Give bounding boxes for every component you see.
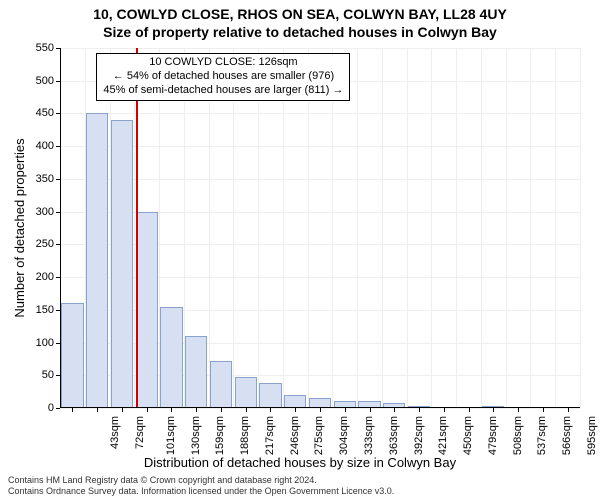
x-tick [147,408,148,412]
gridline-v [481,48,482,408]
gridline-v [308,48,309,408]
gridline-v [382,48,383,408]
x-tick [444,408,445,412]
x-tick-label: 566sqm [561,416,573,455]
y-tick-label: 500 [8,75,54,87]
x-tick [221,408,222,412]
x-tick-label: 275sqm [314,416,326,455]
x-tick [469,408,470,412]
bar [185,336,207,408]
x-tick-label: 392sqm [413,416,425,455]
x-tick-label: 72sqm [134,416,146,449]
x-tick [246,408,247,412]
x-tick [543,408,544,412]
title-subtitle: Size of property relative to detached ho… [0,24,600,40]
y-tick-label: 350 [8,173,54,185]
x-tick-label: 450sqm [462,416,474,455]
x-tick [295,408,296,412]
bar [160,307,182,408]
bar [61,303,83,408]
bar [136,212,158,408]
annotation-line: 10 COWLYD CLOSE: 126sqm [103,56,343,70]
x-tick-label: 246sqm [289,416,301,455]
gridline-v [456,48,457,408]
y-axis-line [60,48,61,408]
x-tick-label: 188sqm [239,416,251,455]
x-tick-label: 217sqm [264,416,276,455]
y-tick-label: 50 [8,369,54,381]
gridline-v [233,48,234,408]
gridline-v [555,48,556,408]
bar [210,361,232,408]
x-tick [171,408,172,412]
x-tick-label: 421sqm [437,416,449,455]
x-tick [122,408,123,412]
x-tick-label: 595sqm [586,416,598,455]
y-tick-label: 100 [8,337,54,349]
gridline-v [431,48,432,408]
title-address: 10, COWLYD CLOSE, RHOS ON SEA, COLWYN BA… [0,6,600,22]
y-tick-label: 150 [8,304,54,316]
gridline-v [580,48,581,408]
x-tick [72,408,73,412]
footer-line-1: Contains HM Land Registry data © Crown c… [8,475,394,485]
gridline-v [209,48,210,408]
marker-line [136,48,138,408]
footer-line-2: Contains Ordnance Survey data. Informati… [8,486,394,496]
plot-area: 10 COWLYD CLOSE: 126sqm← 54% of detached… [60,48,580,408]
x-tick-label: 363sqm [388,416,400,455]
gridline-h [60,113,580,114]
annotation-line: 45% of semi-detached houses are larger (… [103,84,343,98]
gridline-v [407,48,408,408]
annotation-box: 10 COWLYD CLOSE: 126sqm← 54% of detached… [96,53,350,100]
y-tick-label: 300 [8,206,54,218]
y-tick-label: 450 [8,107,54,119]
gridline-v [283,48,284,408]
x-tick [270,408,271,412]
x-tick [97,408,98,412]
x-tick [568,408,569,412]
bar [86,113,108,408]
y-tick-label: 250 [8,238,54,250]
x-tick-label: 101sqm [165,416,177,455]
x-tick [320,408,321,412]
gridline-v [332,48,333,408]
y-tick-label: 200 [8,271,54,283]
gridline-v [530,48,531,408]
x-tick [493,408,494,412]
x-tick [419,408,420,412]
y-tick-label: 550 [8,42,54,54]
bar [259,383,281,408]
x-tick-label: 43sqm [109,416,121,449]
x-tick [518,408,519,412]
x-tick-label: 304sqm [338,416,350,455]
gridline-v [506,48,507,408]
gridline-v [357,48,358,408]
chart-container: 10, COWLYD CLOSE, RHOS ON SEA, COLWYN BA… [0,0,600,500]
x-tick-label: 508sqm [512,416,524,455]
x-tick [345,408,346,412]
x-tick-label: 537sqm [536,416,548,455]
y-axis-label: Number of detached properties [12,138,27,317]
y-tick-label: 400 [8,140,54,152]
gridline-v [258,48,259,408]
x-tick-label: 159sqm [215,416,227,455]
y-tick [56,408,60,409]
attribution-footer: Contains HM Land Registry data © Crown c… [8,475,394,496]
bar [111,120,133,408]
gridline-h [60,146,580,147]
x-tick [394,408,395,412]
x-axis-label: Distribution of detached houses by size … [0,455,600,470]
x-tick-label: 130sqm [190,416,202,455]
x-tick [196,408,197,412]
gridline-h [60,179,580,180]
bar [235,377,257,408]
y-tick-label: 0 [8,402,54,414]
annotation-line: ← 54% of detached houses are smaller (97… [103,70,343,84]
x-tick-label: 333sqm [363,416,375,455]
gridline-h [60,48,580,49]
x-axis-line [60,407,580,408]
x-tick [370,408,371,412]
x-tick-label: 479sqm [487,416,499,455]
